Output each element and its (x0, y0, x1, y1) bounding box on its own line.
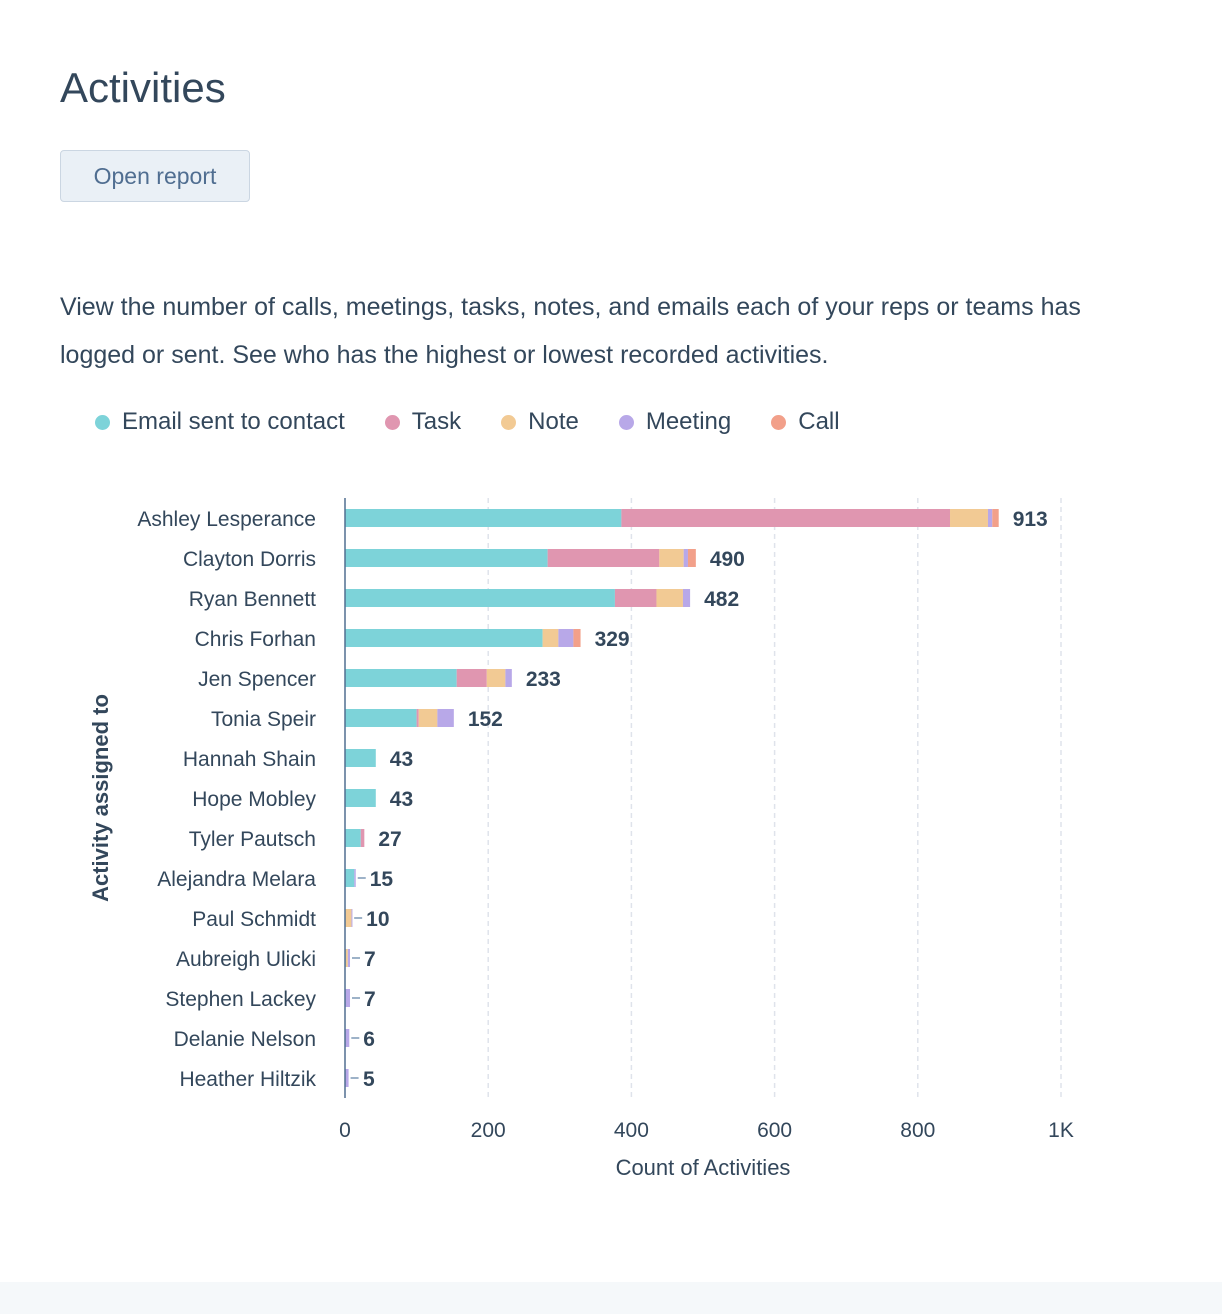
category-label: Clayton Dorris (183, 548, 316, 571)
bar-segment-note (542, 629, 559, 647)
bar-segment-meeting (683, 549, 688, 567)
bar-segment-note (656, 589, 683, 607)
total-data-label: 233 (526, 668, 561, 691)
bar-segment-email-sent-to-contact (345, 749, 376, 767)
total-data-label: 27 (378, 828, 401, 851)
legend-item[interactable]: Email sent to contact (95, 408, 345, 436)
bar-segment-task (456, 669, 487, 687)
category-label: Hannah Shain (183, 748, 316, 771)
page-title: Activities (60, 64, 226, 111)
total-data-label: 5 (363, 1068, 375, 1091)
legend-dot-icon (618, 414, 634, 430)
legend-item[interactable]: Call (771, 408, 840, 436)
x-axis-title: Count of Activities (616, 1155, 791, 1180)
bar-segment-email-sent-to-contact (345, 629, 543, 647)
bar-segment-email-sent-to-contact (345, 869, 355, 887)
bar-segment-meeting (345, 1069, 349, 1087)
legend-label: Call (798, 408, 840, 435)
category-label: Ashley Lesperance (137, 508, 316, 531)
legend-label: Note (528, 408, 579, 435)
legend-item[interactable]: Note (501, 408, 579, 436)
category-label: Stephen Lackey (165, 988, 316, 1011)
bar-segment-note (486, 669, 506, 687)
x-tick-label: 1K (1048, 1119, 1074, 1142)
total-data-label: 913 (1013, 508, 1048, 531)
bar-segment-meeting (682, 589, 691, 607)
legend-item[interactable]: Meeting (618, 408, 732, 436)
legend-dot-icon (501, 414, 517, 430)
bar-segment-meeting (987, 509, 993, 527)
bar-segment-email-sent-to-contact (345, 669, 457, 687)
legend-label: Email sent to contact (122, 408, 345, 435)
category-label: Jen Spencer (198, 668, 316, 691)
bar-segment-meeting (437, 709, 454, 727)
bar-segment-meeting (345, 989, 351, 1007)
category-label: Heather Hiltzik (179, 1068, 316, 1091)
x-tick-label: 200 (471, 1119, 506, 1142)
total-data-label: 7 (364, 948, 376, 971)
bar-segment-note (950, 509, 988, 527)
total-data-label: 7 (364, 988, 376, 1011)
open-report-button[interactable]: Open report (60, 150, 250, 202)
bar-segment-call (573, 629, 581, 647)
bar-segment-task (547, 549, 660, 567)
bar-segment-call (687, 549, 696, 567)
bar-segment-meeting (505, 669, 512, 687)
bar-segment-task (360, 829, 365, 847)
category-label: Tyler Pautsch (189, 828, 316, 851)
category-label: Aubreigh Ulicki (176, 948, 316, 971)
legend-dot-icon (771, 414, 787, 430)
category-label: Tonia Speir (211, 708, 316, 731)
page-footer-band (0, 1282, 1222, 1314)
total-data-label: 15 (370, 868, 394, 891)
category-label: Ryan Bennett (189, 588, 316, 611)
total-data-label: 482 (704, 588, 739, 611)
bar-segment-email-sent-to-contact (345, 549, 548, 567)
bar-segment-call (992, 509, 999, 527)
bar-segment-email-sent-to-contact (345, 829, 361, 847)
report-description: View the number of calls, meetings, task… (60, 293, 1081, 369)
total-data-label: 10 (366, 908, 389, 931)
bar-segment-note (418, 709, 438, 727)
category-label: Paul Schmidt (192, 908, 316, 931)
x-tick-label: 800 (900, 1119, 935, 1142)
bar-segment-meeting (354, 869, 356, 887)
x-tick-label: 600 (757, 1119, 792, 1142)
chart-legend: Email sent to contact Task Note Meeting Call (95, 408, 880, 436)
total-data-label: 43 (390, 788, 413, 811)
bar-segment-email-sent-to-contact (345, 509, 622, 527)
total-data-label: 6 (363, 1028, 375, 1051)
legend-label: Task (411, 408, 462, 435)
total-data-label: 43 (390, 748, 413, 771)
total-data-label: 329 (595, 628, 630, 651)
bar-segment-note (659, 549, 684, 567)
bar-segment-meeting (558, 629, 574, 647)
legend-item[interactable]: Task (384, 408, 462, 436)
bar-segment-email-sent-to-contact (345, 709, 417, 727)
total-data-label: 152 (468, 708, 503, 731)
bar-segment-task (621, 509, 951, 527)
bar-segment-note (345, 909, 352, 927)
bar-segment-email-sent-to-contact (345, 589, 615, 607)
bar-segment-note (345, 949, 348, 967)
bar-segment-task (416, 709, 419, 727)
category-label: Delanie Nelson (174, 1028, 316, 1051)
activities-bar-chart: 0 200 400 600 800 1K Count of Activities Activi… (88, 498, 1074, 1180)
bar-segment-meeting (351, 909, 353, 927)
category-label: Alejandra Melara (157, 868, 316, 891)
legend-dot-icon (384, 414, 400, 430)
bar-segment-task (614, 589, 657, 607)
category-label: Hope Mobley (192, 788, 316, 811)
legend-label: Meeting (645, 408, 732, 435)
total-data-label: 490 (710, 548, 745, 571)
bar-segment-email-sent-to-contact (345, 789, 376, 807)
legend-dot-icon (95, 414, 110, 430)
x-tick-label: 0 (339, 1119, 351, 1142)
y-axis-title: Activity assigned to (88, 694, 113, 902)
bar-segment-meeting (345, 1029, 350, 1047)
bar-segment-meeting (347, 949, 351, 967)
category-label: Chris Forhan (195, 628, 316, 651)
x-tick-label: 400 (614, 1119, 649, 1142)
